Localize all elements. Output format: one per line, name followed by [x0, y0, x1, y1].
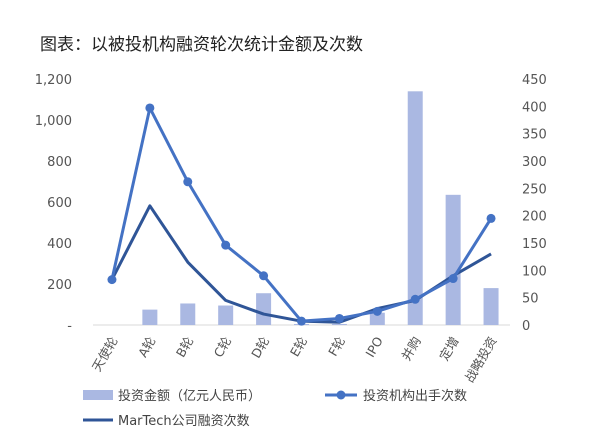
line-series — [107, 103, 496, 326]
line-point — [183, 177, 193, 187]
right-tick-label: 200 — [522, 210, 547, 225]
right-tick-label: 300 — [522, 155, 547, 170]
line-point — [448, 274, 458, 284]
category-label: E轮 — [287, 334, 310, 359]
bar — [407, 91, 423, 325]
line-point — [372, 306, 382, 316]
legend-label: 投资机构出手次数 — [363, 388, 467, 404]
left-tick-label: 1,200 — [35, 73, 72, 88]
line-point — [486, 213, 496, 223]
bar — [256, 293, 272, 325]
right-tick-label: 250 — [522, 182, 547, 197]
line-point — [410, 294, 420, 304]
category-label: IPO — [362, 334, 386, 360]
category-label: 战略投资 — [462, 334, 500, 385]
category-label: 并购 — [398, 334, 423, 363]
line-point — [334, 313, 344, 323]
bar — [483, 288, 499, 325]
category-label: F轮 — [325, 334, 348, 359]
bar — [142, 309, 158, 325]
left-tick-label: 1,000 — [35, 114, 72, 129]
line-point — [145, 103, 155, 113]
investor-line — [110, 106, 493, 323]
legend-swatch-bar — [83, 390, 113, 400]
martech-line — [110, 204, 492, 324]
left-tick-label: 400 — [47, 237, 72, 252]
left-tick-label: 800 — [47, 155, 72, 170]
line-point — [259, 271, 269, 281]
legend-label: 投资金额（亿元人民币） — [118, 388, 261, 404]
bar — [369, 312, 385, 325]
right-tick-label: 150 — [522, 237, 547, 252]
bar — [218, 305, 234, 325]
bar — [331, 323, 347, 325]
right-tick-label: 450 — [522, 73, 547, 88]
legend: 投资金额（亿元人民币） 投资机构出手次数 MarTech公司融资次数 — [83, 388, 467, 429]
category-label: 天使轮 — [89, 334, 121, 374]
category-label: A轮 — [135, 334, 159, 360]
legend-label: MarTech公司融资次数 — [118, 413, 250, 429]
left-tick-label: 200 — [47, 278, 72, 293]
right-tick-label: 400 — [522, 100, 547, 115]
right-tick-label: 100 — [522, 264, 547, 279]
category-labels: 天使轮 A轮 B轮 C轮 D轮 E轮 F轮 IPO 并购 定增 战略投资 — [89, 334, 500, 385]
right-tick-label: 0 — [522, 319, 530, 334]
line-point — [221, 240, 231, 250]
category-label: B轮 — [173, 334, 197, 360]
right-tick-label: 50 — [522, 292, 539, 307]
line-point — [297, 316, 306, 326]
left-tick-label: 600 — [47, 196, 72, 211]
right-axis-ticks: 0 50 100 150 200 250 300 350 400 450 — [522, 73, 547, 334]
bar-series — [142, 91, 499, 325]
bar — [445, 194, 461, 325]
bar — [180, 303, 196, 325]
category-label: 定增 — [436, 334, 461, 363]
right-tick-label: 350 — [522, 128, 547, 143]
chart-title: 图表：以被投机构融资轮次统计金额及次数 — [40, 35, 363, 55]
category-label: D轮 — [248, 334, 272, 361]
category-label: C轮 — [211, 334, 235, 360]
legend-swatch-marker — [336, 390, 346, 400]
left-tick-label: - — [67, 319, 72, 334]
left-axis-ticks: - 200 400 600 800 1,000 1,200 — [35, 73, 73, 334]
line-point — [107, 275, 117, 285]
